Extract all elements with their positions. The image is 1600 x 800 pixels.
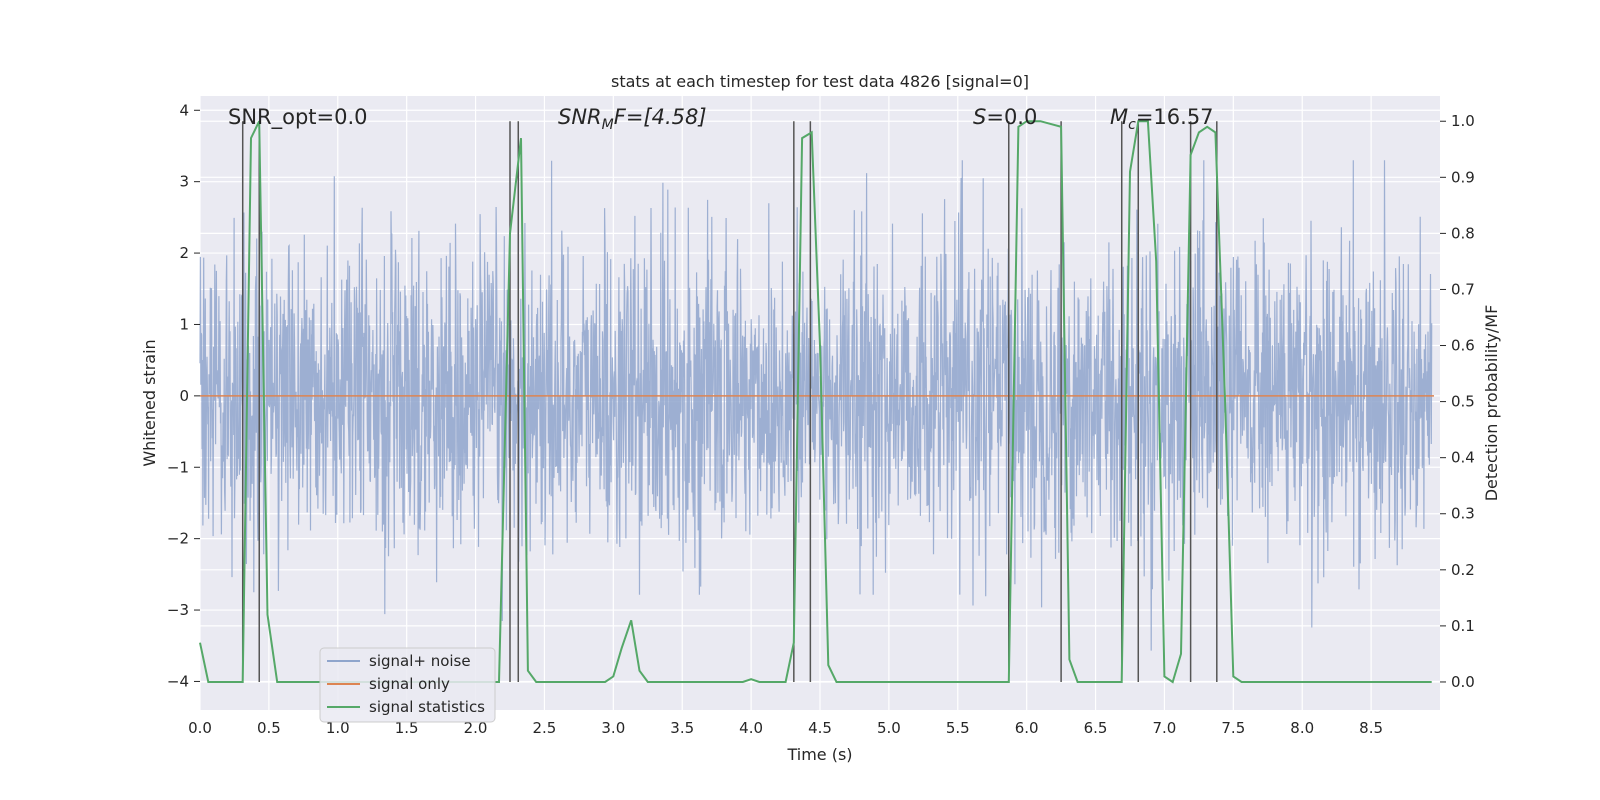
y-tick-label: −2 — [167, 530, 189, 548]
noise-series — [199, 160, 1433, 651]
y-tick-label: 2 — [179, 244, 189, 262]
annotation-s: S=0.0 — [973, 105, 1037, 129]
legend: signal+ noise signal only signal statist… — [319, 647, 496, 723]
y-axis-ticks: 4 3 2 1 0 −1 −2 −3 −4 — [167, 101, 200, 690]
y-right-tick-label: 1.0 — [1451, 112, 1475, 130]
vertical-markers — [241, 121, 1218, 682]
y-right-tick-label: 0.1 — [1451, 617, 1475, 635]
x-axis-label: Time (s) — [786, 745, 852, 764]
legend-label-signal-noise: signal+ noise — [369, 652, 471, 670]
y-tick-label: −4 — [167, 672, 189, 690]
x-tick-label: 6.0 — [1015, 719, 1039, 737]
y-right-axis-label: Detection probability/MF — [1482, 305, 1501, 502]
x-tick-label: 0.5 — [257, 719, 281, 737]
y-tick-label: 4 — [179, 101, 189, 119]
x-axis-ticks: 0.0 0.5 1.0 1.5 2.0 2.5 3.0 3.5 4.0 4.5 5.0 5.5 6.0 6… — [188, 719, 1383, 737]
legend-label-signal-only: signal only — [369, 675, 450, 693]
x-tick-label: 2.0 — [464, 719, 488, 737]
x-tick-label: 6.5 — [1084, 719, 1108, 737]
x-tick-label: 2.5 — [533, 719, 557, 737]
y-tick-label: 3 — [179, 173, 189, 191]
y-right-tick-label: 0.4 — [1451, 449, 1475, 467]
x-tick-label: 7.0 — [1153, 719, 1177, 737]
x-tick-label: 3.5 — [670, 719, 694, 737]
annotation-snr-mf: SNRMF=[4.58] — [558, 105, 707, 133]
annotation-mc-main: M — [1110, 105, 1128, 129]
annotation-snr-mf-main: SNR — [558, 105, 602, 129]
y-right-tick-label: 0.5 — [1451, 393, 1475, 411]
x-tick-label: 1.5 — [395, 719, 419, 737]
y-tick-label: 1 — [179, 315, 189, 333]
y-tick-label: −1 — [167, 458, 189, 476]
y-right-tick-label: 0.3 — [1451, 505, 1475, 523]
y-tick-label: 0 — [179, 387, 189, 405]
annotation-mc: Mc=16.57 — [1110, 105, 1214, 133]
annotation-s-rest: =0.0 — [986, 105, 1037, 129]
x-tick-label: 4.0 — [739, 719, 763, 737]
annotation-s-main: S — [973, 105, 986, 129]
legend-label-signal-statistics: signal statistics — [369, 698, 485, 716]
annotation-snr-opt: SNR_opt=0.0 — [228, 105, 368, 130]
y-right-axis-ticks: 1.0 0.9 0.8 0.7 0.6 0.5 0.4 0.3 0.2 0.1 0.0 — [1440, 112, 1475, 691]
y-tick-label: −3 — [167, 601, 189, 619]
y-right-tick-label: 0.7 — [1451, 280, 1475, 298]
x-tick-label: 7.5 — [1221, 719, 1245, 737]
x-tick-label: 3.0 — [601, 719, 625, 737]
annotation-mc-rest: =16.57 — [1136, 105, 1214, 129]
y-axis-label: Whitened strain — [140, 339, 159, 466]
x-tick-label: 5.0 — [877, 719, 901, 737]
y-right-tick-label: 0.0 — [1451, 673, 1475, 691]
noise-line — [199, 160, 1433, 651]
x-tick-label: 8.5 — [1359, 719, 1383, 737]
x-tick-label: 5.5 — [946, 719, 970, 737]
x-tick-label: 0.0 — [188, 719, 212, 737]
x-tick-label: 1.0 — [326, 719, 350, 737]
y-right-tick-label: 0.6 — [1451, 337, 1475, 355]
x-tick-label: 8.0 — [1290, 719, 1314, 737]
y-right-tick-label: 0.9 — [1451, 168, 1475, 186]
annotation-snr-mf-sub: M — [602, 117, 614, 133]
annotation-snr-mf-rest: F=[4.58] — [614, 105, 707, 129]
chart-title: stats at each timestep for test data 482… — [611, 72, 1029, 91]
y-right-tick-label: 0.8 — [1451, 224, 1475, 242]
x-tick-label: 4.5 — [808, 719, 832, 737]
annotation-mc-sub: c — [1128, 117, 1136, 133]
legend-box — [319, 647, 496, 723]
y-right-tick-label: 0.2 — [1451, 561, 1475, 579]
